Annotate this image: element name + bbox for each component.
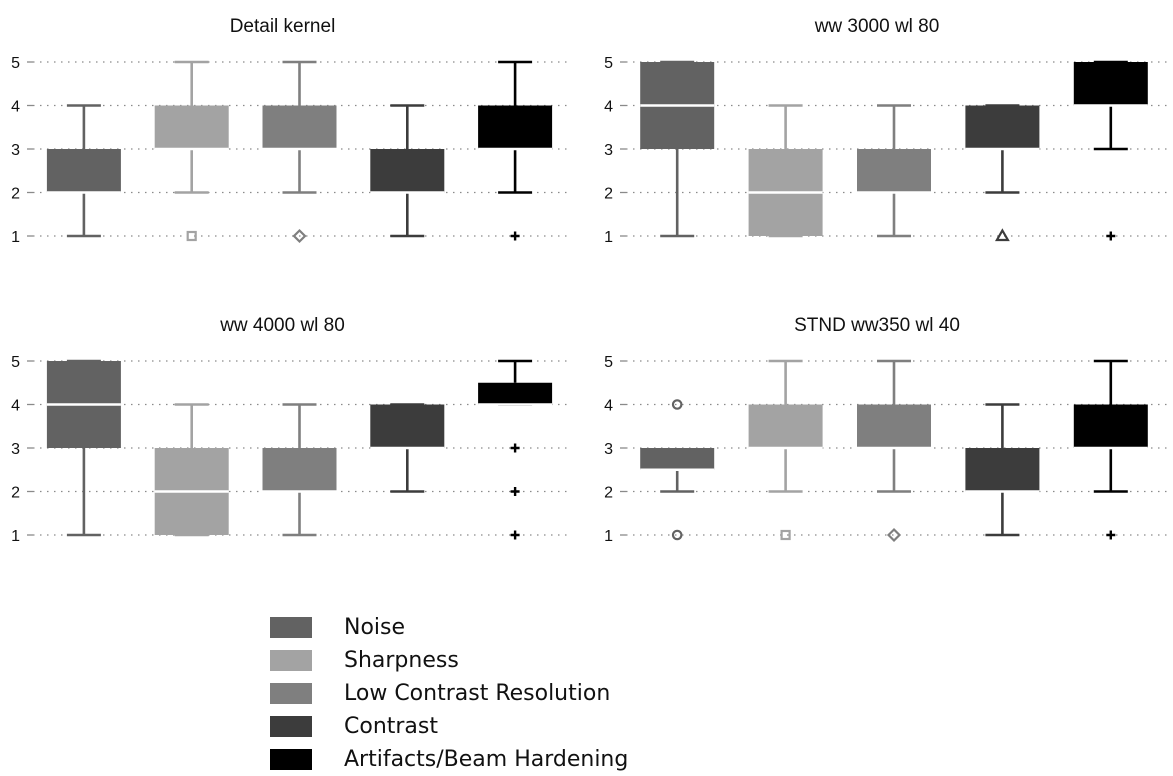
legend-item-contrast: Contrast [270, 710, 628, 743]
outlier-marker [186, 230, 197, 242]
box-iqr [640, 448, 715, 470]
chart-panel-2: ww 3000 wl 80 1 2 3 4 5 [604, 16, 1168, 246]
box-noise [46, 359, 121, 537]
box-iqr [478, 382, 553, 405]
y-tick-label: 4 [604, 398, 613, 415]
legend-label-artifacts-beam-hardening: Artifacts/Beam Hardening [344, 747, 629, 772]
box-low-contrast-resolution [857, 104, 931, 238]
box-iqr [370, 404, 445, 448]
chart-title: ww 4000 wl 80 [219, 315, 345, 336]
outlier-marker [780, 529, 791, 541]
y-tick-label: 1 [604, 229, 613, 246]
box-low-contrast-resolution [857, 359, 931, 543]
box-iqr [965, 105, 1040, 149]
y-tick-label: 3 [604, 142, 613, 159]
chart-title: STND ww350 wl 40 [794, 315, 960, 336]
box-sharpness [154, 403, 229, 537]
box-iqr [748, 404, 823, 448]
box-iqr [262, 105, 337, 149]
outlier-marker [671, 529, 683, 541]
box-contrast [965, 403, 1040, 537]
legend-item-noise: Noise [270, 611, 628, 644]
box-artifacts-beam-hardening [478, 359, 553, 540]
box-sharpness [748, 104, 823, 238]
outlier-marker [292, 228, 307, 244]
legend-label-low-contrast-resolution: Low Contrast Resolution [344, 681, 611, 706]
chart-panel-1: Detail kernel 1 2 3 4 5 [11, 16, 572, 246]
box-artifacts-beam-hardening [478, 60, 553, 241]
box-low-contrast-resolution [262, 60, 337, 244]
outlier-marker [671, 399, 683, 410]
outlier-marker [1106, 530, 1116, 540]
legend-swatch-contrast [270, 716, 312, 737]
y-tick-label: 4 [604, 99, 613, 116]
box-artifacts-beam-hardening [1073, 359, 1148, 540]
outlier-marker [994, 228, 1010, 242]
legend-item-low-contrast-resolution: Low Contrast Resolution [270, 677, 628, 710]
box-iqr [46, 149, 121, 193]
outlier-marker [510, 530, 520, 540]
y-tick-label: 5 [604, 55, 613, 72]
y-tick-label: 5 [604, 354, 613, 371]
box-sharpness [154, 60, 229, 242]
chart-panel-4: STND ww350 wl 40 1 2 3 4 5 [604, 315, 1168, 545]
y-tick-label: 2 [604, 485, 613, 502]
legend-swatch-sharpness [270, 650, 312, 671]
y-tick-label: 5 [11, 354, 20, 371]
y-tick-label: 4 [11, 398, 20, 415]
box-contrast [370, 104, 445, 238]
legend-item-artifacts-beam-hardening: Artifacts/Beam Hardening [270, 743, 628, 776]
outlier-marker [510, 443, 520, 453]
box-iqr [857, 149, 931, 193]
box-noise [46, 104, 121, 238]
box-iqr [1073, 62, 1148, 106]
y-tick-label: 2 [11, 186, 20, 203]
box-iqr [1073, 404, 1148, 448]
chart-title: Detail kernel [230, 16, 336, 37]
box-noise [640, 399, 715, 541]
outlier-marker [510, 231, 520, 241]
box-contrast [370, 403, 445, 493]
chart-legend: Noise Sharpness Low Contrast Resolution … [270, 611, 628, 776]
legend-label-sharpness: Sharpness [344, 648, 459, 673]
legend-item-sharpness: Sharpness [270, 644, 628, 677]
y-tick-label: 1 [11, 229, 20, 246]
box-iqr [478, 105, 553, 149]
box-contrast [965, 104, 1040, 242]
y-tick-label: 3 [604, 441, 613, 458]
y-tick-label: 3 [11, 142, 20, 159]
legend-label-contrast: Contrast [344, 714, 439, 739]
legend-swatch-artifacts-beam-hardening [270, 749, 312, 770]
box-iqr [857, 404, 931, 448]
legend-label-noise: Noise [344, 615, 406, 640]
outlier-marker [510, 487, 520, 496]
y-tick-label: 2 [11, 485, 20, 502]
y-tick-label: 4 [11, 99, 20, 116]
box-noise [640, 60, 715, 238]
legend-swatch-noise [270, 617, 312, 638]
box-low-contrast-resolution [262, 403, 337, 537]
box-artifacts-beam-hardening [1073, 60, 1148, 241]
y-tick-label: 1 [11, 528, 20, 545]
box-sharpness [748, 359, 823, 541]
chart-title: ww 3000 wl 80 [814, 16, 940, 37]
outlier-marker [1106, 231, 1116, 241]
y-tick-label: 3 [11, 441, 20, 458]
y-tick-label: 1 [604, 528, 613, 545]
chart-panel-3: ww 4000 wl 80 1 2 3 4 5 [11, 315, 572, 545]
box-iqr [262, 448, 337, 492]
box-iqr [154, 105, 229, 149]
legend-swatch-low-contrast-resolution [270, 683, 312, 704]
y-tick-label: 5 [11, 55, 20, 72]
outlier-marker [886, 527, 902, 543]
box-iqr [370, 149, 445, 193]
y-tick-label: 2 [604, 186, 613, 203]
box-iqr [965, 448, 1040, 492]
